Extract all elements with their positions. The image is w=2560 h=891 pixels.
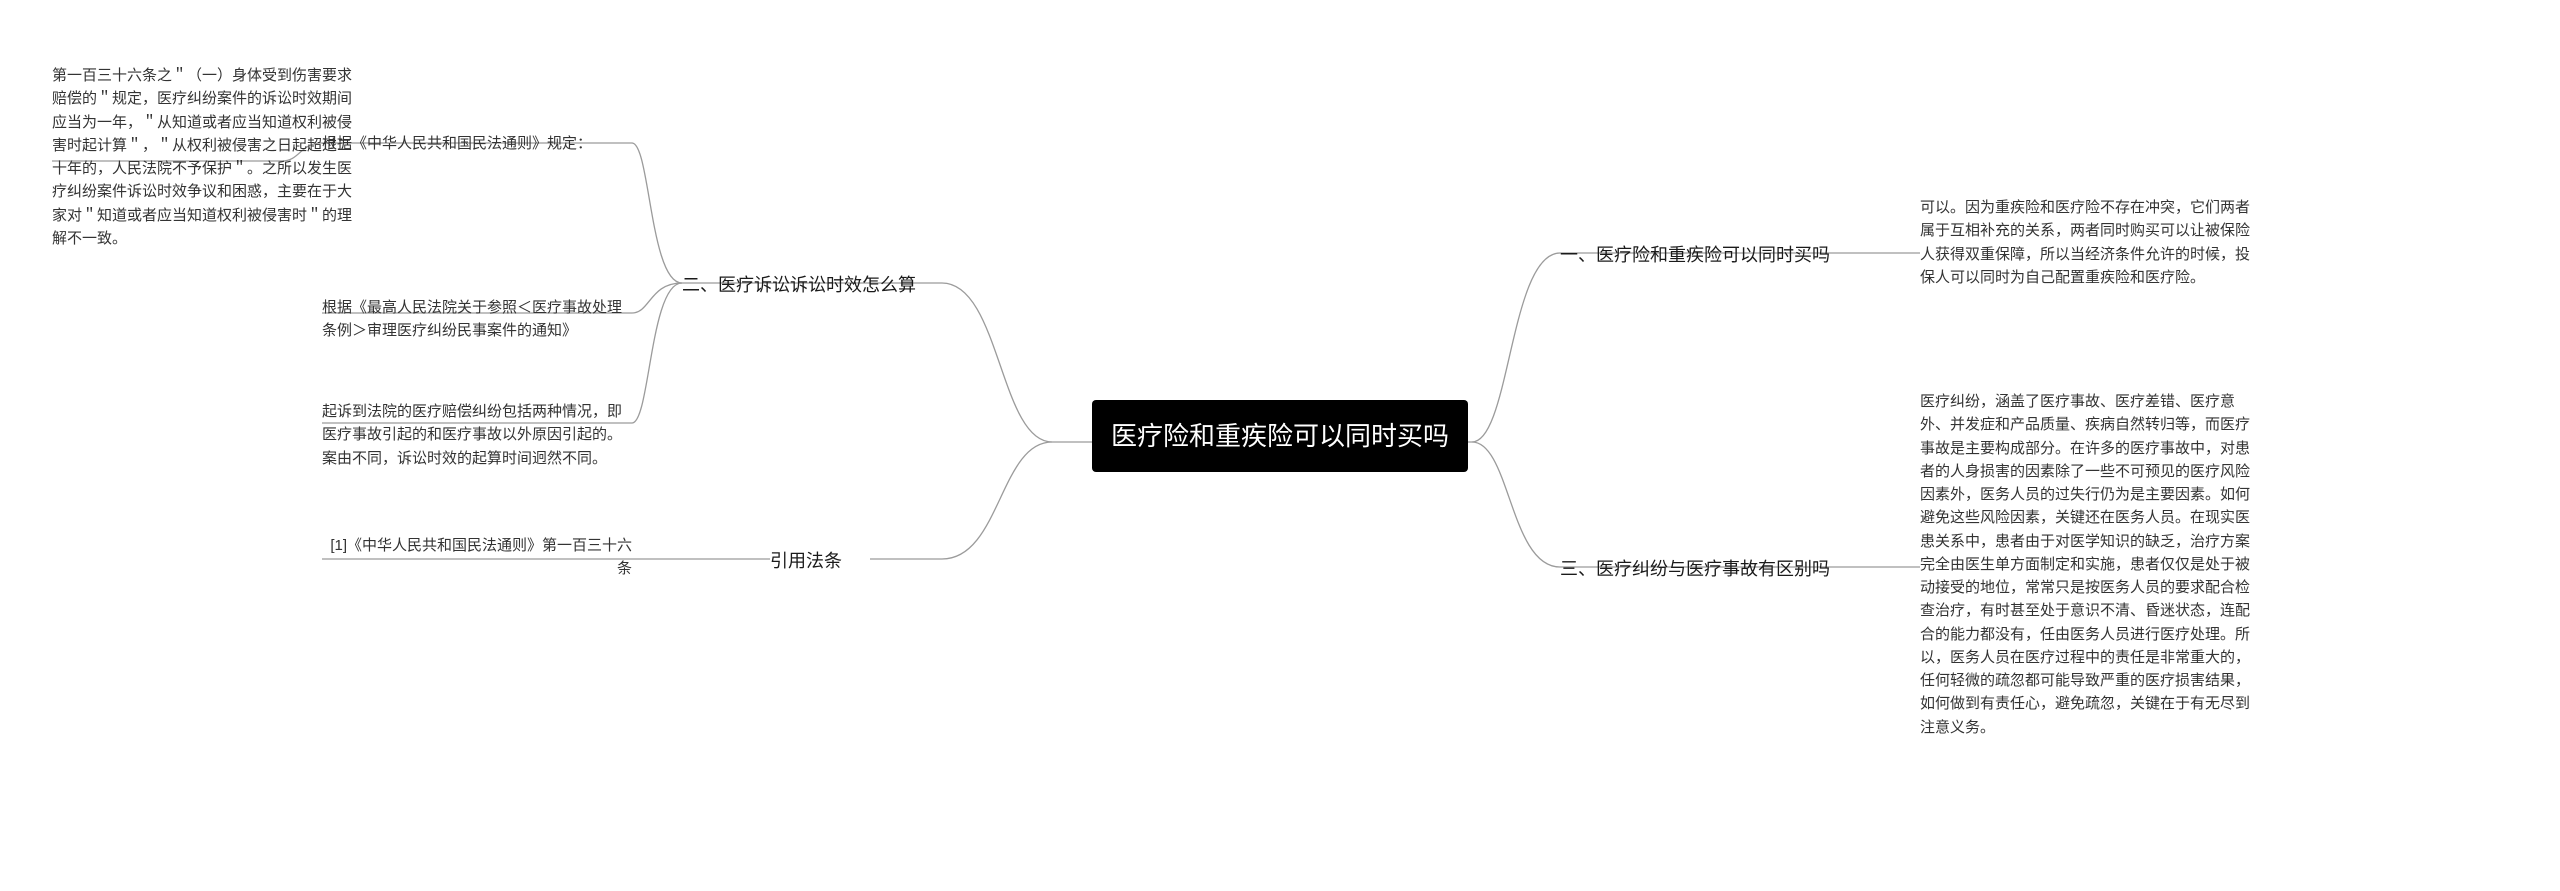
branch-left-1: 二、医疗诉讼诉讼时效怎么算 — [682, 272, 942, 300]
leaf-right-2: 医疗纠纷，涵盖了医疗事故、医疗差错、医疗意外、并发症和产品质量、疾病自然转归等，… — [1920, 390, 2260, 739]
branch-right-2: 三、医疗纠纷与医疗事故有区别吗 — [1560, 556, 1860, 584]
mindmap-canvas: 医疗险和重疾险可以同时买吗 一、医疗险和重疾险可以同时买吗 可以。因为重疾险和医… — [0, 0, 2560, 891]
branch-left-2: 引用法条 — [770, 548, 870, 576]
branch-right-1: 一、医疗险和重疾险可以同时买吗 — [1560, 242, 1860, 270]
branch-left-1-sub1-leaf: 第一百三十六条之＂（一）身体受到伤害要求赔偿的＂规定，医疗纠纷案件的诉讼时效期间… — [52, 64, 352, 250]
root-node: 医疗险和重疾险可以同时买吗 — [1092, 400, 1468, 472]
branch-left-1-sub3: 起诉到法院的医疗赔偿纠纷包括两种情况，即医疗事故引起的和医疗事故以外原因引起的。… — [322, 400, 632, 470]
branch-left-1-sub2: 根据《最高人民法院关于参照＜医疗事故处理条例＞审理医疗纠纷民事案件的通知》 — [322, 296, 632, 343]
branch-left-2-leaf: [1]《中华人民共和国民法通则》第一百三十六条 — [322, 534, 632, 581]
branch-left-1-sub1: 根据《中华人民共和国民法通则》规定： — [322, 132, 632, 155]
leaf-right-1: 可以。因为重疾险和医疗险不存在冲突，它们两者属于互相补充的关系，两者同时购买可以… — [1920, 196, 2260, 289]
